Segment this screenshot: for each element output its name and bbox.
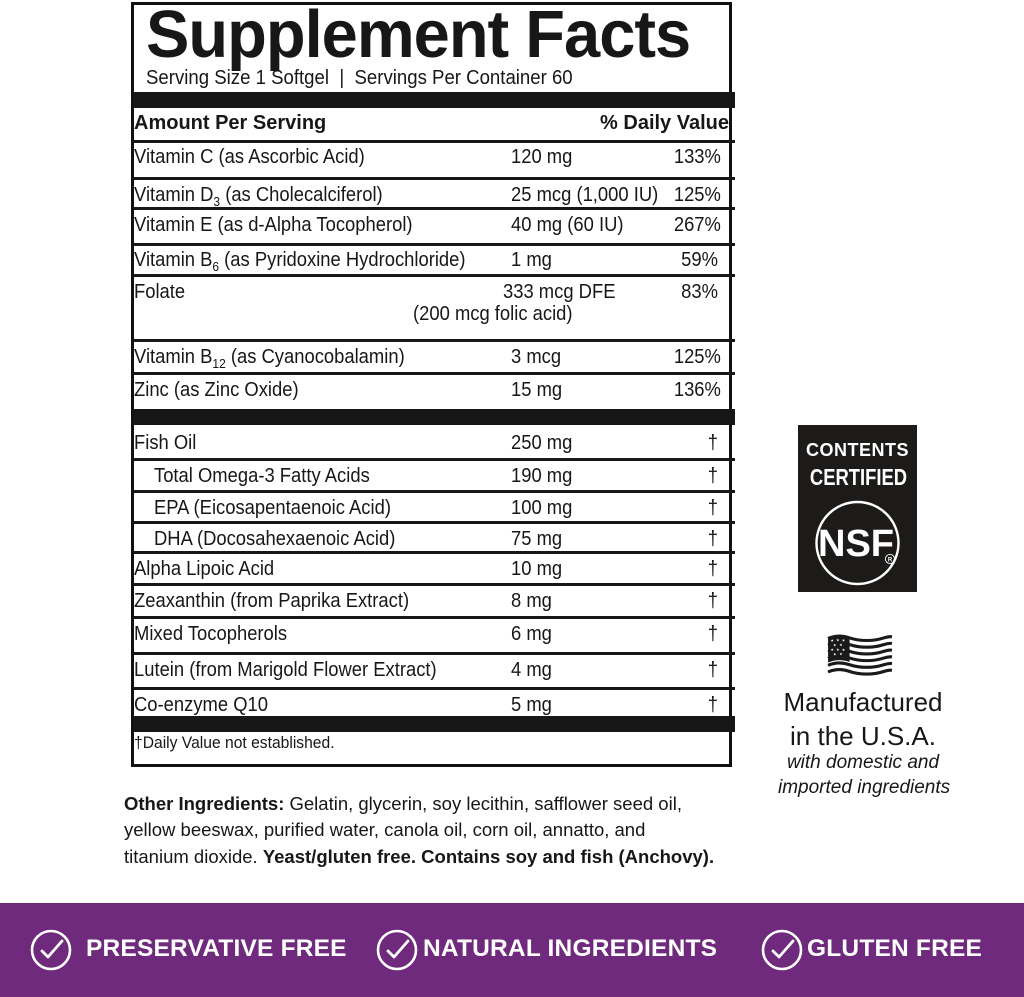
svg-text:R: R <box>888 558 893 564</box>
svg-text:NSF: NSF <box>818 523 894 565</box>
